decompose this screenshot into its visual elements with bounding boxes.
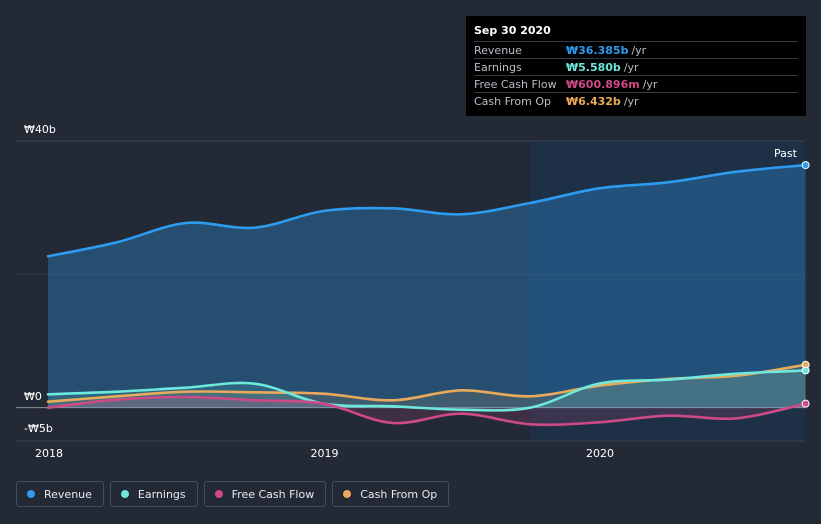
endpoint-revenue xyxy=(801,161,810,170)
legend-label: Earnings xyxy=(137,487,186,501)
legend-label: Revenue xyxy=(44,487,92,501)
y-tick-label-top: ₩40b xyxy=(24,123,56,136)
tooltip-unit: /yr xyxy=(623,94,639,108)
legend-dot-icon xyxy=(27,490,35,498)
tooltip-panel: Sep 30 2020 Revenue ₩36.385b /yr Earning… xyxy=(466,16,806,116)
tooltip-label: Cash From Op xyxy=(474,94,552,108)
tooltip-label: Revenue xyxy=(474,43,522,57)
legend-dot-icon xyxy=(214,490,223,498)
endpoint-free-cash-flow xyxy=(801,399,810,408)
legend-item-earnings[interactable]: Earnings xyxy=(109,481,198,507)
legend-dot-icon xyxy=(120,490,129,498)
legend-item-revenue[interactable]: Revenue xyxy=(16,481,104,507)
legend-dot-icon xyxy=(343,490,352,498)
y-tick-label-bottom: -₩5b xyxy=(24,422,53,435)
series-lines xyxy=(46,163,807,427)
endpoint-earnings xyxy=(801,366,810,375)
past-label: Past xyxy=(774,147,797,160)
line-free-cash-flow xyxy=(46,395,807,427)
legend-item-cash-from-op[interactable]: Cash From Op xyxy=(332,481,450,507)
area-revenue xyxy=(48,165,806,408)
tooltip-unit: /yr xyxy=(623,60,639,74)
area-free-cash-flow xyxy=(48,396,806,425)
tooltip-unit: /yr xyxy=(631,43,647,57)
x-tick-label-2019: 2019 xyxy=(310,447,339,460)
tooltip-row-earnings: Earnings ₩5.580b /yr xyxy=(474,58,798,75)
x-tick-label-2020: 2020 xyxy=(586,447,614,460)
tooltip-value: ₩5.580b xyxy=(566,60,621,74)
legend-label: Free Cash Flow xyxy=(231,487,315,501)
series-endpoints xyxy=(801,161,810,408)
line-earnings xyxy=(46,369,807,412)
tooltip-row-free-cash-flow: Free Cash Flow ₩600.896m /yr xyxy=(474,75,798,92)
tooltip-value: ₩36.385b xyxy=(566,43,629,57)
tooltip-value: ₩6.432b xyxy=(566,94,621,108)
legend-label: Cash From Op xyxy=(360,487,438,501)
line-revenue xyxy=(46,163,807,258)
tooltip-label: Free Cash Flow xyxy=(474,77,557,91)
area-cash-from-op xyxy=(48,364,806,408)
legend: Revenue Earnings Free Cash Flow Cash Fro… xyxy=(16,481,450,507)
legend-item-free-cash-flow[interactable]: Free Cash Flow xyxy=(203,481,327,507)
tooltip-row-revenue: Revenue ₩36.385b /yr xyxy=(474,41,798,58)
tooltip-label: Earnings xyxy=(474,60,522,74)
series-areas xyxy=(48,165,806,425)
tooltip-date: Sep 30 2020 xyxy=(474,24,551,37)
tooltip-unit: /yr xyxy=(642,77,658,91)
tooltip-row-cash-from-op: Cash From Op ₩6.432b /yr xyxy=(474,92,798,109)
tooltip-value: ₩600.896m xyxy=(566,77,640,91)
y-tick-label-zero: ₩0 xyxy=(24,389,42,403)
x-tick-label-2018: 2018 xyxy=(35,447,63,460)
